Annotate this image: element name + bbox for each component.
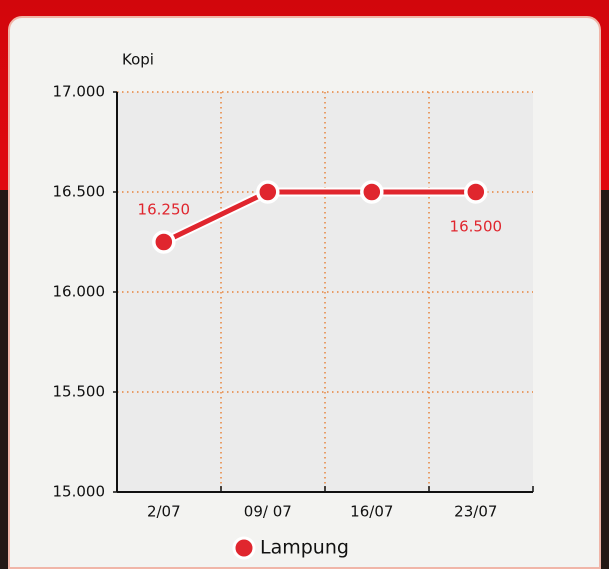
y-tick-label: 16.500 xyxy=(53,183,106,201)
point xyxy=(360,180,384,204)
point xyxy=(464,180,488,204)
point xyxy=(152,230,176,254)
line xyxy=(162,189,476,245)
x-tick-label: 09/ 07 xyxy=(244,503,292,521)
legend-label: Lampung xyxy=(260,537,349,559)
y-tick-label: 15.500 xyxy=(53,383,106,401)
point xyxy=(256,180,280,204)
y-tick-label: 16.000 xyxy=(53,283,106,301)
value-label: 16.500 xyxy=(450,218,503,236)
x-tick-label: 16/07 xyxy=(350,503,393,521)
x-tick-label: 23/07 xyxy=(454,503,497,521)
y-axis-title: Kopi xyxy=(122,51,154,69)
legend-marker xyxy=(232,536,256,560)
y-tick-label: 15.000 xyxy=(53,483,106,501)
y-tick-label: 17.000 xyxy=(53,83,106,101)
x-tick-label: 2/07 xyxy=(147,503,181,521)
value-label: 16.250 xyxy=(138,201,191,219)
